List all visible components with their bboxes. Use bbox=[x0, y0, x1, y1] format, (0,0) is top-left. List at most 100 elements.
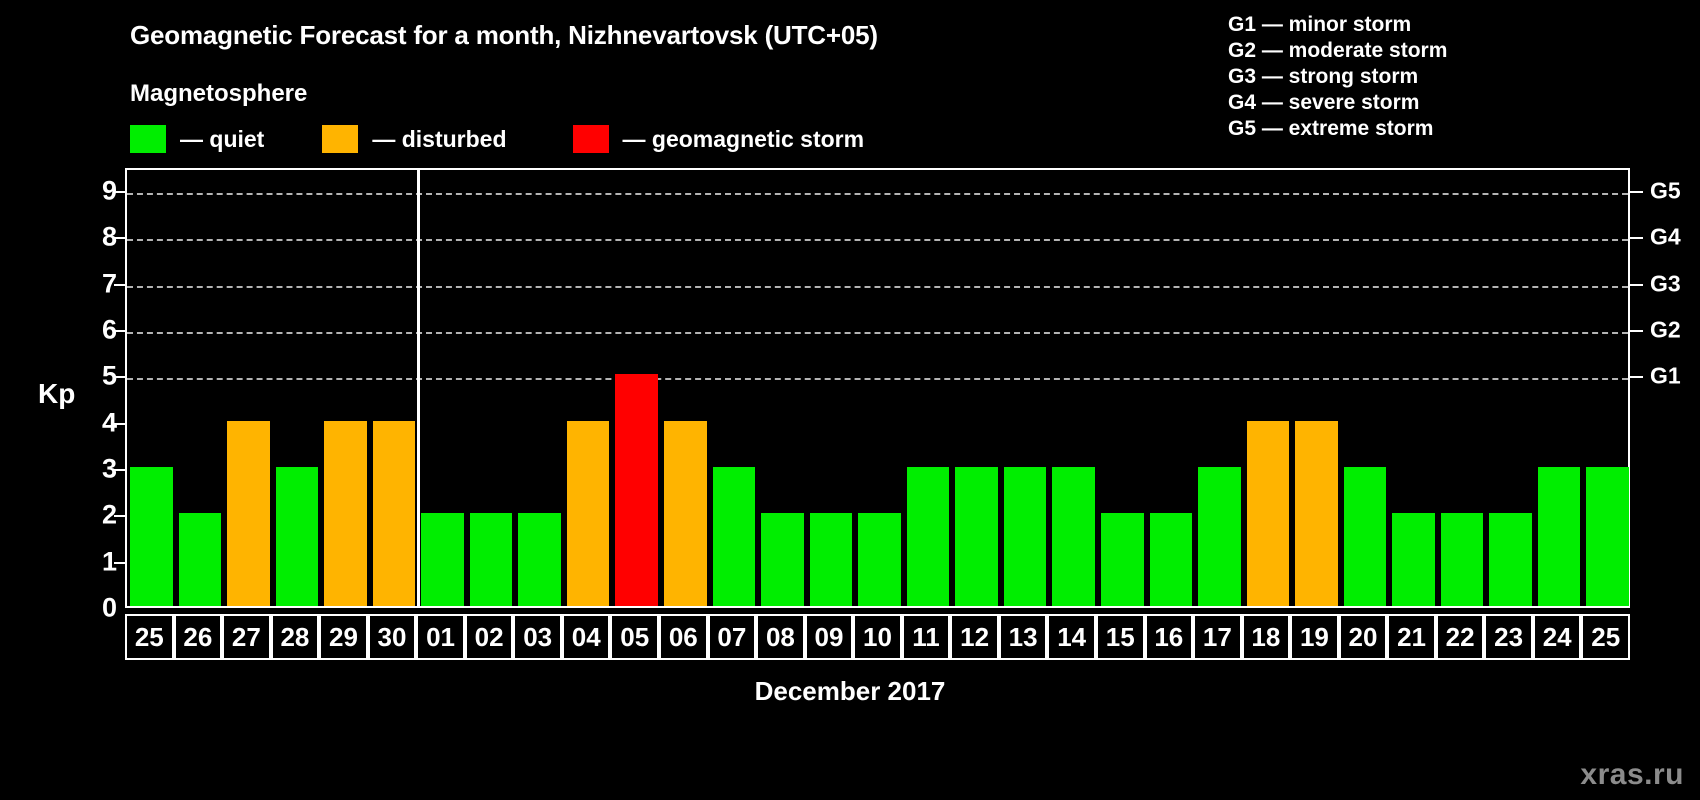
y-tick-mark bbox=[114, 376, 126, 379]
bar[interactable] bbox=[1100, 513, 1144, 606]
y-tick-label: 5 bbox=[101, 360, 117, 391]
x-axis-day-label[interactable]: 03 bbox=[513, 614, 562, 660]
x-axis-day-label[interactable]: 06 bbox=[659, 614, 708, 660]
x-axis-day-label[interactable]: 13 bbox=[998, 614, 1048, 660]
y-tick-label: 9 bbox=[101, 175, 117, 206]
bar[interactable] bbox=[275, 467, 319, 606]
bar[interactable] bbox=[518, 513, 561, 606]
bar[interactable] bbox=[1537, 467, 1581, 606]
bar[interactable] bbox=[1489, 513, 1532, 606]
legend-entry-disturbed: — disturbed bbox=[322, 125, 507, 153]
g-scale-item-g5: G5 — extreme storm bbox=[1228, 117, 1434, 140]
y-tick-label: 8 bbox=[101, 221, 117, 252]
bar[interactable] bbox=[955, 467, 998, 606]
x-axis-day-label[interactable]: 15 bbox=[1095, 614, 1145, 660]
x-axis-day-label[interactable]: 24 bbox=[1532, 614, 1582, 660]
g-axis-tick-mark bbox=[1630, 237, 1643, 240]
x-axis-day-label[interactable]: 11 bbox=[901, 614, 951, 660]
y-tick-mark bbox=[114, 515, 126, 518]
bar[interactable] bbox=[178, 513, 222, 606]
x-axis-day-label[interactable]: 01 bbox=[416, 614, 465, 660]
x-axis-day-label[interactable]: 08 bbox=[756, 614, 805, 660]
bar[interactable] bbox=[1198, 467, 1241, 606]
page-title: Geomagnetic Forecast for a month, Nizhne… bbox=[130, 20, 878, 50]
x-axis-day-label[interactable]: 25 bbox=[1581, 614, 1630, 660]
g-axis-label-g4: G4 bbox=[1650, 223, 1681, 250]
x-axis-day-label[interactable]: 09 bbox=[804, 614, 854, 660]
bar[interactable] bbox=[1003, 467, 1047, 606]
x-axis-day-label[interactable]: 25 bbox=[125, 614, 174, 660]
bar[interactable] bbox=[1052, 467, 1095, 606]
bar[interactable] bbox=[372, 420, 416, 606]
legend-swatch-quiet-icon bbox=[130, 125, 166, 153]
g-axis-label-g3: G3 bbox=[1650, 270, 1681, 297]
x-axis-day-label[interactable]: 17 bbox=[1193, 614, 1242, 660]
x-axis-day-label[interactable]: 14 bbox=[1047, 614, 1096, 660]
bars-layer bbox=[127, 170, 1629, 606]
y-tick-mark bbox=[114, 283, 126, 286]
x-axis-day-label[interactable]: 07 bbox=[707, 614, 757, 660]
bar[interactable] bbox=[1295, 420, 1338, 606]
bar[interactable] bbox=[566, 420, 610, 606]
bar[interactable] bbox=[227, 420, 270, 606]
x-axis-day-label[interactable]: 16 bbox=[1144, 614, 1194, 660]
g-axis-tick-mark bbox=[1630, 376, 1643, 379]
bar[interactable] bbox=[615, 374, 659, 606]
legend-swatch-disturbed-icon bbox=[322, 125, 359, 153]
x-axis-day-label[interactable]: 27 bbox=[222, 614, 271, 660]
y-tick-mark bbox=[114, 237, 126, 240]
x-axis-day-label[interactable]: 19 bbox=[1290, 614, 1339, 660]
bar[interactable] bbox=[469, 513, 513, 606]
bar[interactable] bbox=[421, 513, 464, 606]
x-axis-day-label[interactable]: 02 bbox=[464, 614, 514, 660]
x-axis-day-label[interactable]: 05 bbox=[610, 614, 660, 660]
bar[interactable] bbox=[858, 513, 901, 606]
bar[interactable] bbox=[809, 513, 853, 606]
bar[interactable] bbox=[1586, 467, 1629, 606]
bar[interactable] bbox=[761, 513, 804, 606]
x-axis-day-label[interactable]: 28 bbox=[270, 614, 320, 660]
g-scale-item-g3: G3 — strong storm bbox=[1228, 65, 1419, 88]
y-tick-mark bbox=[114, 422, 126, 425]
g-scale-legend: G1 — minor storm G2 — moderate storm G3 … bbox=[1228, 12, 1447, 142]
bar[interactable] bbox=[1343, 467, 1387, 606]
watermark: xras.ru bbox=[1580, 758, 1684, 791]
x-axis-day-label[interactable]: 23 bbox=[1484, 614, 1533, 660]
x-axis-day-label[interactable]: 12 bbox=[950, 614, 999, 660]
legend-swatch-storm-icon bbox=[572, 125, 609, 153]
y-tick-mark bbox=[114, 561, 126, 564]
bar[interactable] bbox=[1246, 420, 1290, 606]
legend-label-storm: — geomagnetic storm bbox=[622, 125, 865, 152]
x-axis-day-label[interactable]: 29 bbox=[319, 614, 368, 660]
plot-area bbox=[125, 168, 1630, 608]
x-axis-day-label[interactable]: 10 bbox=[853, 614, 902, 660]
x-axis-caption: December 2017 bbox=[754, 676, 946, 706]
y-tick-label: 7 bbox=[101, 268, 117, 299]
g-axis-tick-mark bbox=[1630, 283, 1643, 286]
legend-entry-quiet: — quiet bbox=[130, 125, 264, 153]
x-axis-day-label[interactable]: 21 bbox=[1387, 614, 1436, 660]
bar[interactable] bbox=[712, 467, 756, 606]
y-tick-label: 6 bbox=[101, 314, 117, 345]
x-axis-day-label[interactable]: 22 bbox=[1435, 614, 1485, 660]
bar[interactable] bbox=[906, 467, 950, 606]
y-tick-label: 1 bbox=[101, 546, 117, 577]
x-axis-day-label[interactable]: 18 bbox=[1241, 614, 1291, 660]
x-axis-day-label[interactable]: 30 bbox=[367, 614, 417, 660]
g-scale-item-g4: G4 — severe storm bbox=[1228, 91, 1420, 114]
bar[interactable] bbox=[1149, 513, 1193, 606]
gridline bbox=[127, 332, 1628, 335]
bar[interactable] bbox=[130, 467, 173, 606]
bar[interactable] bbox=[324, 420, 367, 606]
g-axis-tick-mark bbox=[1630, 330, 1643, 333]
x-axis-day-labels: 25 26 27 28 29 30 01 02 03 04 05 06 07 08 09 10 11 12 13 14… bbox=[125, 614, 1630, 660]
bar[interactable] bbox=[1392, 513, 1435, 606]
gridline bbox=[127, 193, 1628, 196]
x-axis-day-label[interactable]: 20 bbox=[1338, 614, 1388, 660]
x-axis-day-label[interactable]: 26 bbox=[173, 614, 223, 660]
bar[interactable] bbox=[1440, 513, 1484, 606]
bar[interactable] bbox=[664, 420, 707, 606]
magnetosphere-heading: Magnetosphere bbox=[130, 80, 308, 107]
x-axis-day-label[interactable]: 04 bbox=[561, 614, 611, 660]
